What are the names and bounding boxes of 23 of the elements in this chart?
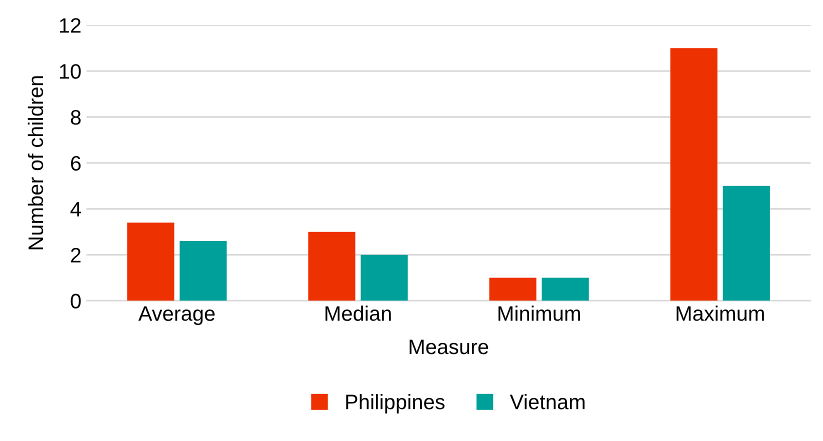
bar [489,278,536,301]
legend-label: Philippines [346,394,445,414]
bar [308,232,356,301]
y-tick-label: 0 [70,294,81,309]
y-axis-title: Number of children [28,76,44,250]
x-tick-label: Minimum [498,306,580,321]
x-tick-label: Maximum [676,306,764,321]
y-tick-label: 2 [71,248,81,262]
y-tick-label: 6 [71,156,81,171]
x-tick-label: Median [326,306,391,321]
y-tick-label: 10 [60,64,81,79]
y-tick-label: 8 [70,110,81,125]
bar [542,278,589,301]
bar [360,254,408,301]
bar [127,222,174,301]
bar [180,241,227,301]
y-tick-label: 12 [60,18,81,33]
y-tick-label: 4 [70,202,81,216]
bar [670,48,718,301]
x-tick-label: Average [138,306,215,326]
bar [722,186,770,301]
x-axis-title: Measure [410,340,488,354]
legend-label: Vietnam [510,394,585,410]
